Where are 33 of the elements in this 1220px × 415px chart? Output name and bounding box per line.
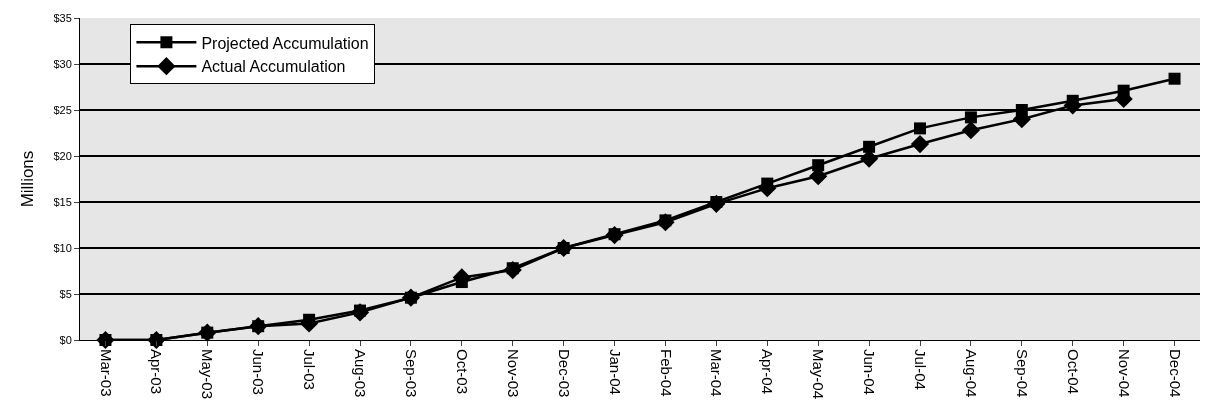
x-tick-label: Sep-04 — [1013, 349, 1031, 398]
x-tick-label: May-04 — [810, 349, 828, 400]
y-axis-title: Millions — [17, 150, 37, 208]
x-tick-label: Dec-03 — [555, 349, 573, 398]
x-tick-label: Mar-04 — [708, 349, 726, 397]
x-tick-label: May-03 — [199, 349, 217, 400]
legend-label: Actual Accumulation — [201, 58, 346, 76]
y-tick-label: $15 — [53, 195, 72, 208]
y-tick-label: $30 — [53, 57, 72, 70]
x-tick-label: Aug-03 — [352, 349, 370, 398]
y-tick-label: $35 — [53, 11, 72, 24]
x-tick-label: Sep-03 — [403, 349, 421, 398]
x-tick-label: Mar-03 — [97, 349, 115, 397]
x-tick-label: Apr-03 — [148, 349, 166, 395]
x-tick-label: Jun-03 — [250, 349, 268, 395]
y-tick-label: $0 — [59, 333, 72, 346]
x-tick-label: Nov-03 — [504, 349, 522, 398]
x-tick-label: Nov-04 — [1115, 349, 1133, 398]
y-tick-label: $20 — [53, 149, 72, 162]
x-tick-label: Jun-04 — [861, 349, 879, 395]
x-tick-label: Jul-04 — [912, 349, 930, 390]
x-tick-label: Jul-03 — [301, 349, 319, 390]
x-tick-label: Feb-04 — [657, 349, 675, 397]
x-tick-label: Aug-04 — [963, 349, 981, 398]
x-tick-label: Oct-03 — [453, 349, 471, 395]
y-tick-label: $5 — [59, 287, 72, 300]
x-tick-label: Apr-04 — [759, 349, 777, 395]
x-tick-label: Oct-04 — [1064, 349, 1082, 395]
y-tick-label: $25 — [53, 103, 72, 116]
y-tick-label: $10 — [53, 241, 72, 254]
x-tick-label: Dec-04 — [1166, 349, 1184, 398]
legend-label: Projected Accumulation — [201, 34, 369, 52]
x-tick-label: Jan-04 — [606, 349, 624, 395]
